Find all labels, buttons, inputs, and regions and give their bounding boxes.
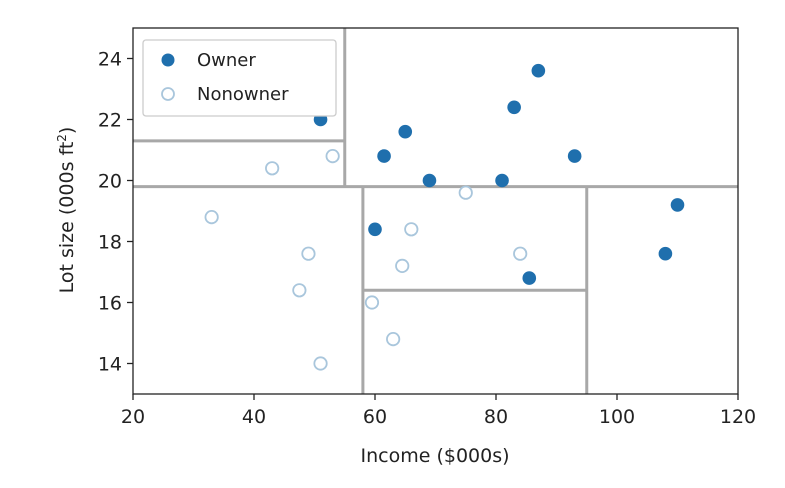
nonowner-point-9 [395,258,410,273]
y-tick-label-22: 22 [98,110,122,132]
y-tick-label-14: 14 [98,354,122,376]
nonowner-point-5 [292,283,307,298]
nonowner-point-1 [265,161,280,176]
legend-nonowner-marker [161,87,175,101]
nonowner-point-8 [386,331,401,347]
nonowner-point-7 [364,295,380,310]
x-tick-label-80: 80 [484,406,508,428]
y-tick-label-16: 16 [98,293,122,315]
y-axis-title-superscript: 2 [55,134,69,142]
owner-point-12 [670,198,685,212]
x-tick-label-120: 120 [720,406,756,428]
x-axis-title: Income ($000s) [360,445,509,467]
nonowner-point-12 [513,246,528,261]
owner-point-6 [507,100,521,115]
x-tick-label-100: 100 [599,406,635,428]
nonowner-point-4 [301,246,316,261]
owner-point-9 [368,222,382,237]
owner-point-4 [422,173,437,188]
owner-point-3 [398,124,413,139]
y-axis-title: Lot size (000s ft2) [55,127,78,294]
y-tick-label-18: 18 [98,232,122,254]
x-tick-label-60: 60 [363,406,387,428]
y-axis-title-prefix: Lot size (000s ft [56,142,78,294]
owner-point-10 [522,271,537,285]
owner-point-7 [531,63,546,78]
nonowner-point-11 [458,185,473,200]
y-axis-title-suffix: ) [56,127,78,134]
nonowner-point-10 [404,222,419,237]
legend-box [142,39,337,117]
x-tick-label-20: 20 [121,406,145,428]
nonowner-point-3 [204,210,219,225]
owner-point-8 [567,149,582,163]
legend-nonowner-label: Nonowner [197,84,289,105]
axis-ticks: 20 40 60 80 100 120 14 16 18 20 22 24 [98,49,756,429]
legend-owner-label: Owner [197,50,256,71]
data-points [204,63,685,371]
y-tick-label-24: 24 [98,49,122,71]
owner-point-5 [495,173,509,188]
owner-point-11 [658,246,673,261]
plot-frame [132,27,739,395]
legend: Owner Nonowner [142,39,337,117]
split-lines [133,28,738,394]
nonowner-point-2 [325,149,340,164]
x-tick-label-40: 40 [242,406,266,428]
nonowner-point-6 [313,356,328,371]
legend-owner-marker [161,53,175,67]
owner-point-2 [377,149,391,163]
y-tick-label-20: 20 [98,171,122,193]
